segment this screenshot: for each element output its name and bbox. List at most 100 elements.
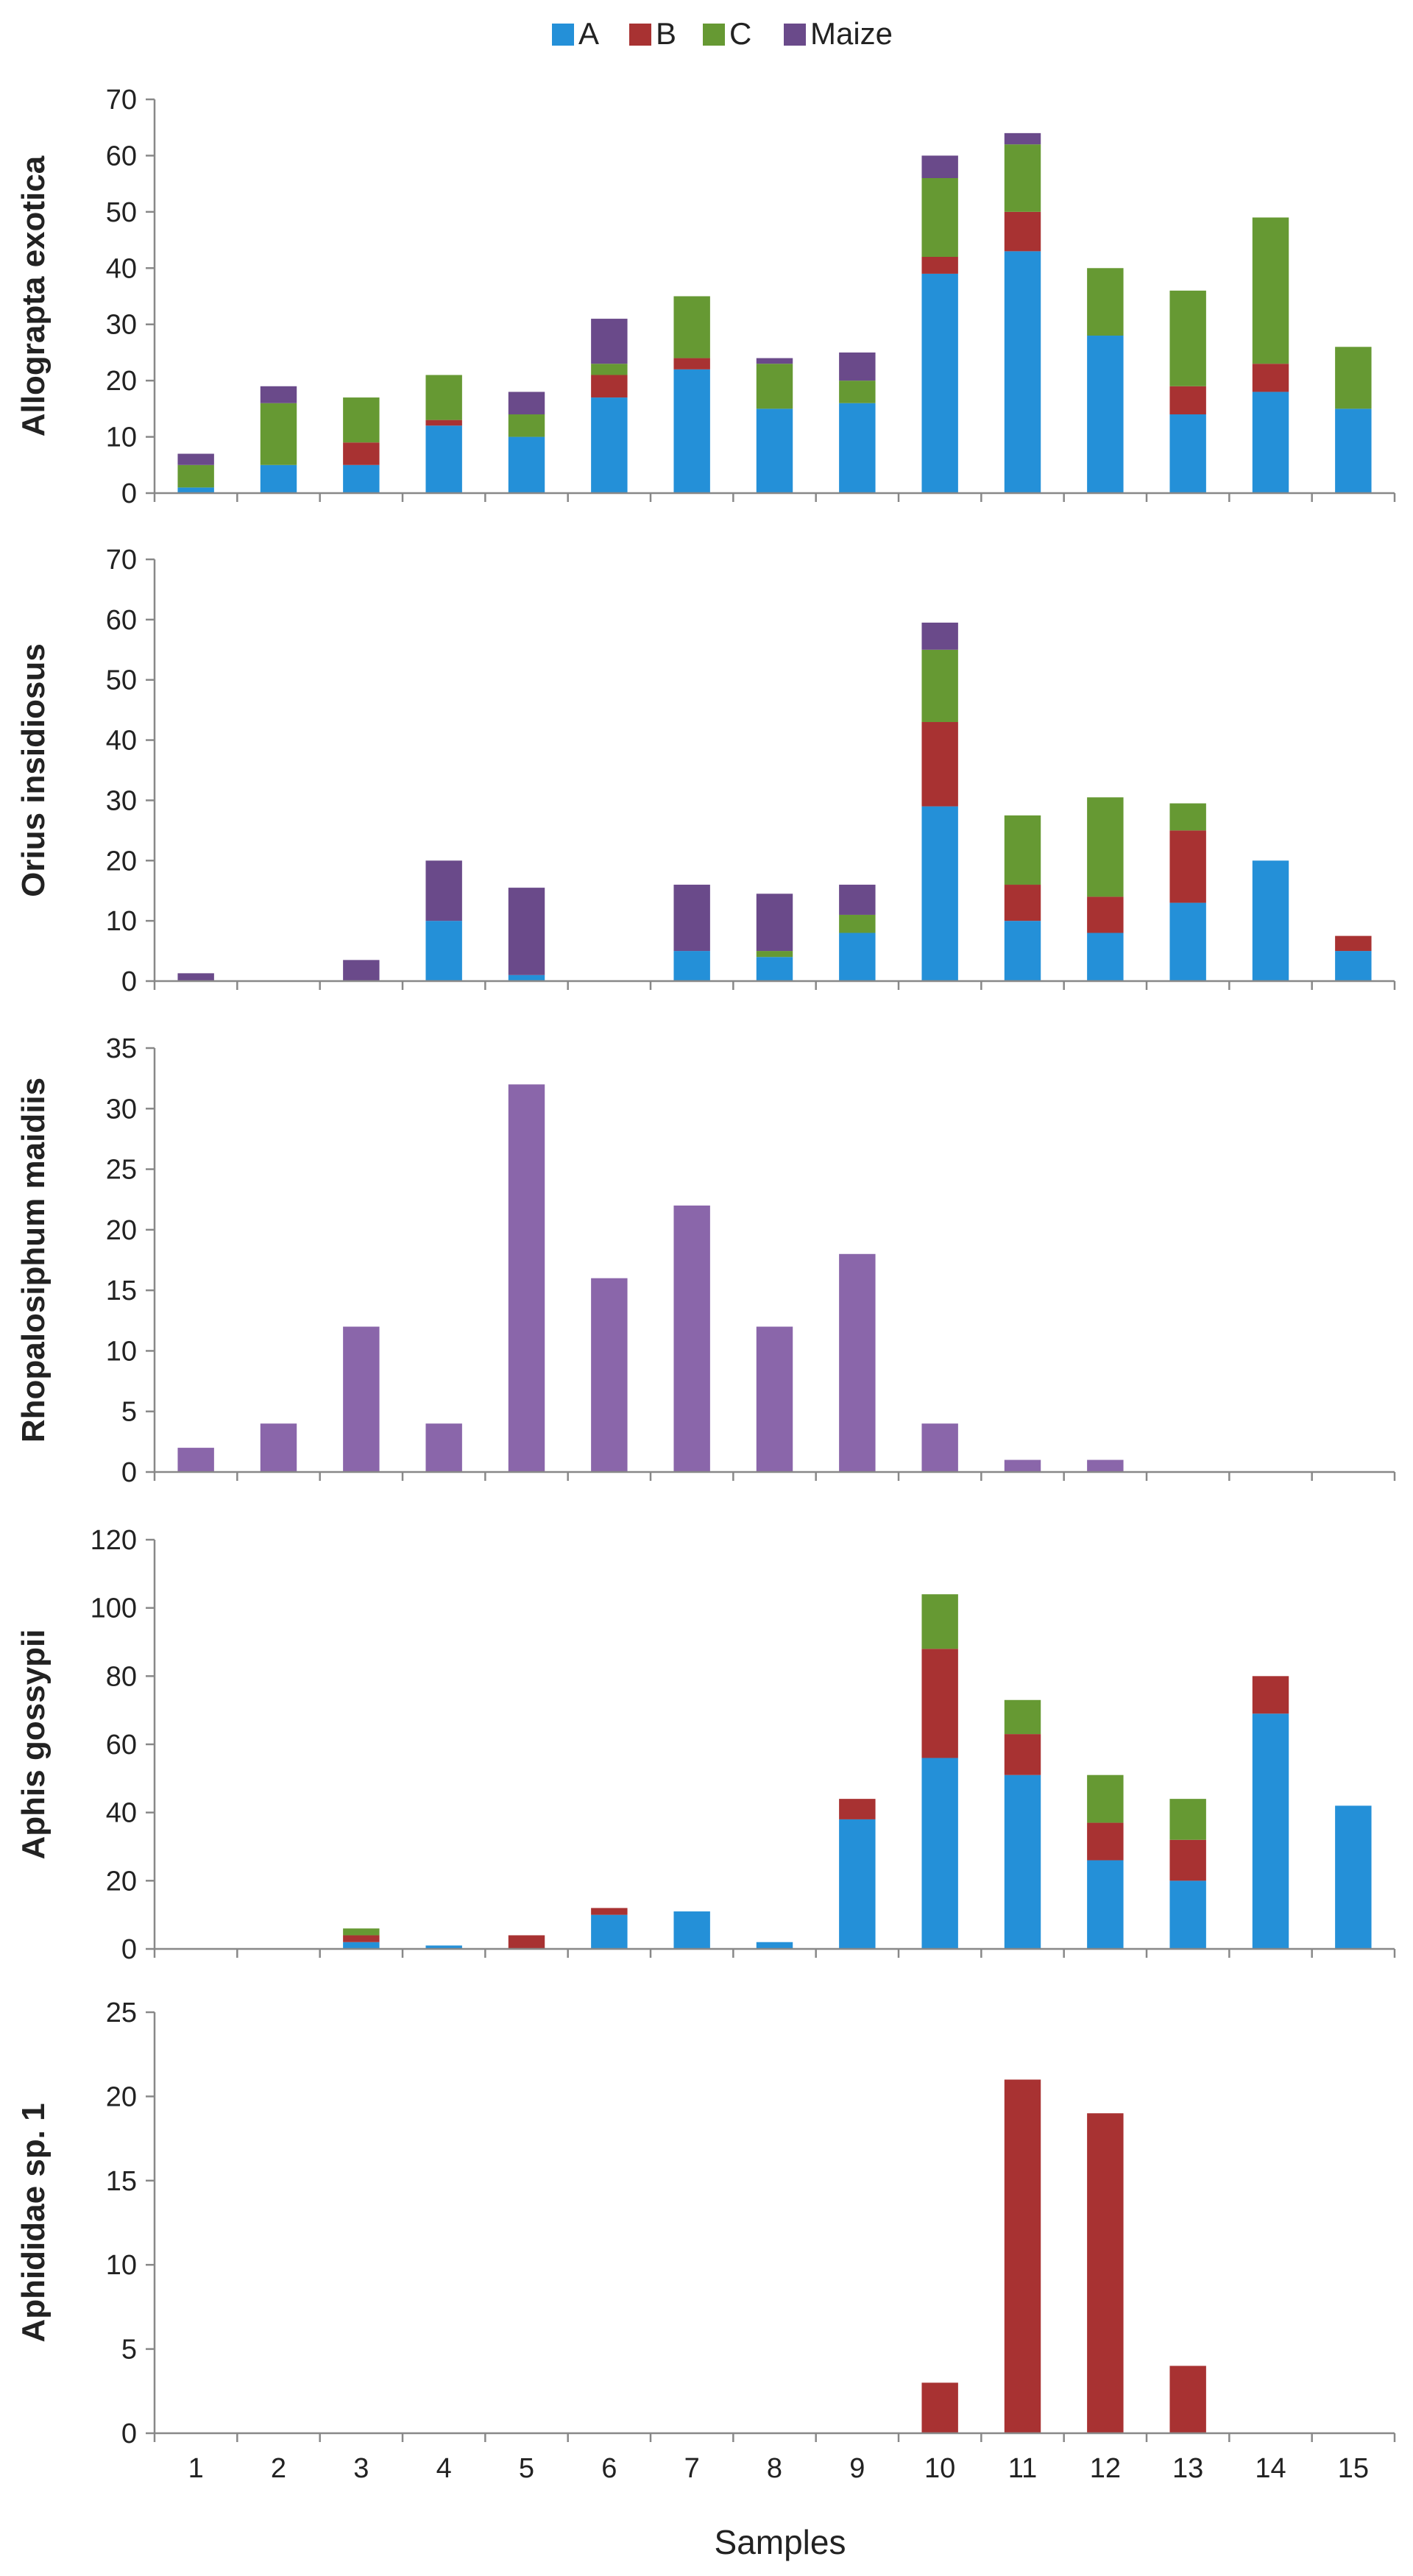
y-tick-label: 0 (121, 478, 137, 509)
bar-segment-maize-sample-7 (673, 885, 710, 952)
y-axis-title: Allograpta exotica (15, 155, 52, 436)
bar-segment-a-sample-12 (1087, 933, 1124, 981)
bar-segment-a-sample-14 (1252, 1713, 1289, 1949)
bar-segment-a-sample-13 (1169, 414, 1206, 493)
x-tick-label: 12 (1090, 2453, 1121, 2484)
bar-segment-maize-sample-11 (1004, 1459, 1041, 1472)
y-tick-label: 0 (121, 2418, 137, 2449)
bar-segment-maize-sample-8 (756, 894, 793, 952)
bar-segment-c-sample-8 (756, 364, 793, 409)
y-tick-label: 10 (106, 1336, 137, 1367)
bar-segment-a-sample-2 (260, 464, 297, 493)
bar-segment-c-sample-10 (921, 178, 958, 257)
bar-segment-maize-sample-5 (508, 1084, 545, 1472)
bar-segment-a-sample-8 (756, 1942, 793, 1949)
bar-segment-a-sample-3 (343, 1942, 380, 1949)
bar-segment-a-sample-14 (1252, 860, 1289, 981)
chart-panel-1: 0 10 20 30 40 50 60 70 Allograpta exotica (15, 85, 1396, 509)
y-tick-label: 20 (106, 2081, 137, 2112)
bar-segment-a-sample-4 (425, 921, 462, 981)
bar-segment-b-sample-11 (1004, 2079, 1041, 2433)
x-tick-label: 4 (436, 2453, 452, 2484)
bar-segment-a-sample-14 (1252, 392, 1289, 493)
x-tick-label: 8 (767, 2453, 782, 2484)
bar-segment-a-sample-15 (1335, 408, 1372, 493)
y-tick-label: 10 (106, 906, 137, 937)
bar-segment-b-sample-4 (425, 420, 462, 426)
y-tick-label: 20 (106, 1866, 137, 1897)
bar-segment-maize-sample-7 (673, 1205, 710, 1472)
bar-segment-b-sample-13 (1169, 830, 1206, 903)
bar-segment-c-sample-11 (1004, 815, 1041, 885)
y-tick-label: 30 (106, 785, 137, 816)
bar-segment-a-sample-7 (673, 951, 710, 981)
bar-segment-a-sample-11 (1004, 1774, 1041, 1949)
y-tick-label: 40 (106, 1798, 137, 1829)
y-tick-label: 0 (121, 966, 137, 997)
bar-segment-maize-sample-1 (177, 1448, 214, 1472)
bar-segment-c-sample-1 (177, 464, 214, 488)
bar-segment-a-sample-5 (508, 974, 545, 981)
legend: A B C Maize (552, 16, 893, 51)
bar-segment-a-sample-7 (673, 1911, 710, 1949)
x-tick-label: 7 (684, 2453, 700, 2484)
x-tick-label: 2 (271, 2453, 286, 2484)
x-tick-label: 14 (1255, 2453, 1286, 2484)
y-tick-label: 10 (106, 2250, 137, 2281)
bar-segment-b-sample-3 (343, 1935, 380, 1942)
y-tick-label: 40 (106, 726, 137, 757)
bar-segment-c-sample-11 (1004, 144, 1041, 212)
y-tick-label: 50 (106, 197, 137, 228)
x-tick-label: 11 (1008, 2453, 1037, 2484)
bar-segment-b-sample-14 (1252, 364, 1289, 392)
bar-segment-maize-sample-6 (591, 319, 628, 364)
x-tick-label: 10 (924, 2453, 955, 2484)
y-tick-label: 60 (106, 1730, 137, 1761)
y-tick-label: 5 (121, 1397, 137, 1428)
y-tick-label: 20 (106, 366, 137, 397)
bar-segment-maize-sample-12 (1087, 1459, 1124, 1472)
bar-segment-a-sample-9 (839, 1819, 876, 1949)
y-axis-title: Aphis gossypii (15, 1630, 52, 1860)
bar-segment-b-sample-7 (673, 358, 710, 369)
bar-segment-c-sample-14 (1252, 217, 1289, 364)
bar-segment-b-sample-6 (591, 1908, 628, 1915)
y-tick-label: 25 (106, 1155, 137, 1186)
bar-segment-c-sample-9 (839, 914, 876, 933)
bar-segment-maize-sample-9 (839, 352, 876, 381)
y-tick-label: 100 (91, 1593, 137, 1624)
bar-segment-a-sample-5 (508, 436, 545, 493)
bar-segment-a-sample-8 (756, 957, 793, 981)
bar-segment-c-sample-13 (1169, 1799, 1206, 1840)
bar-segment-b-sample-12 (1087, 2113, 1124, 2433)
legend-label-c: C (729, 16, 751, 51)
bar-segment-c-sample-3 (343, 1928, 380, 1936)
bar-segment-maize-sample-5 (508, 888, 545, 975)
bar-segment-c-sample-12 (1087, 797, 1124, 897)
legend-label-maize: Maize (810, 16, 893, 51)
bar-segment-a-sample-3 (343, 464, 380, 493)
bar-segment-maize-sample-4 (425, 860, 462, 921)
y-tick-label: 20 (106, 846, 137, 877)
bar-segment-a-sample-12 (1087, 1860, 1124, 1949)
chart-panel-4: 0 20 40 60 80 100 120 Aphis gossypii (15, 1525, 1396, 1965)
y-axis-title: Aphididae sp. 1 (15, 2103, 52, 2342)
bar-segment-a-sample-8 (756, 408, 793, 493)
bar-segment-b-sample-10 (921, 257, 958, 274)
legend-swatch-maize (784, 24, 806, 46)
bar-segment-c-sample-4 (425, 375, 462, 420)
bar-segment-b-sample-11 (1004, 211, 1041, 252)
bar-segment-b-sample-15 (1335, 935, 1372, 952)
y-tick-label: 70 (106, 545, 137, 576)
bar-segment-a-sample-4 (425, 425, 462, 493)
bar-segment-maize-sample-8 (756, 1326, 793, 1472)
bar-segment-a-sample-13 (1169, 1880, 1206, 1949)
bar-segment-a-sample-11 (1004, 251, 1041, 493)
bar-segment-maize-sample-1 (177, 973, 214, 981)
bar-segment-a-sample-15 (1335, 951, 1372, 981)
bar-segment-maize-sample-9 (839, 1253, 876, 1472)
y-tick-label: 0 (121, 1457, 137, 1488)
bar-segment-a-sample-6 (591, 397, 628, 493)
bar-segment-c-sample-8 (756, 951, 793, 958)
